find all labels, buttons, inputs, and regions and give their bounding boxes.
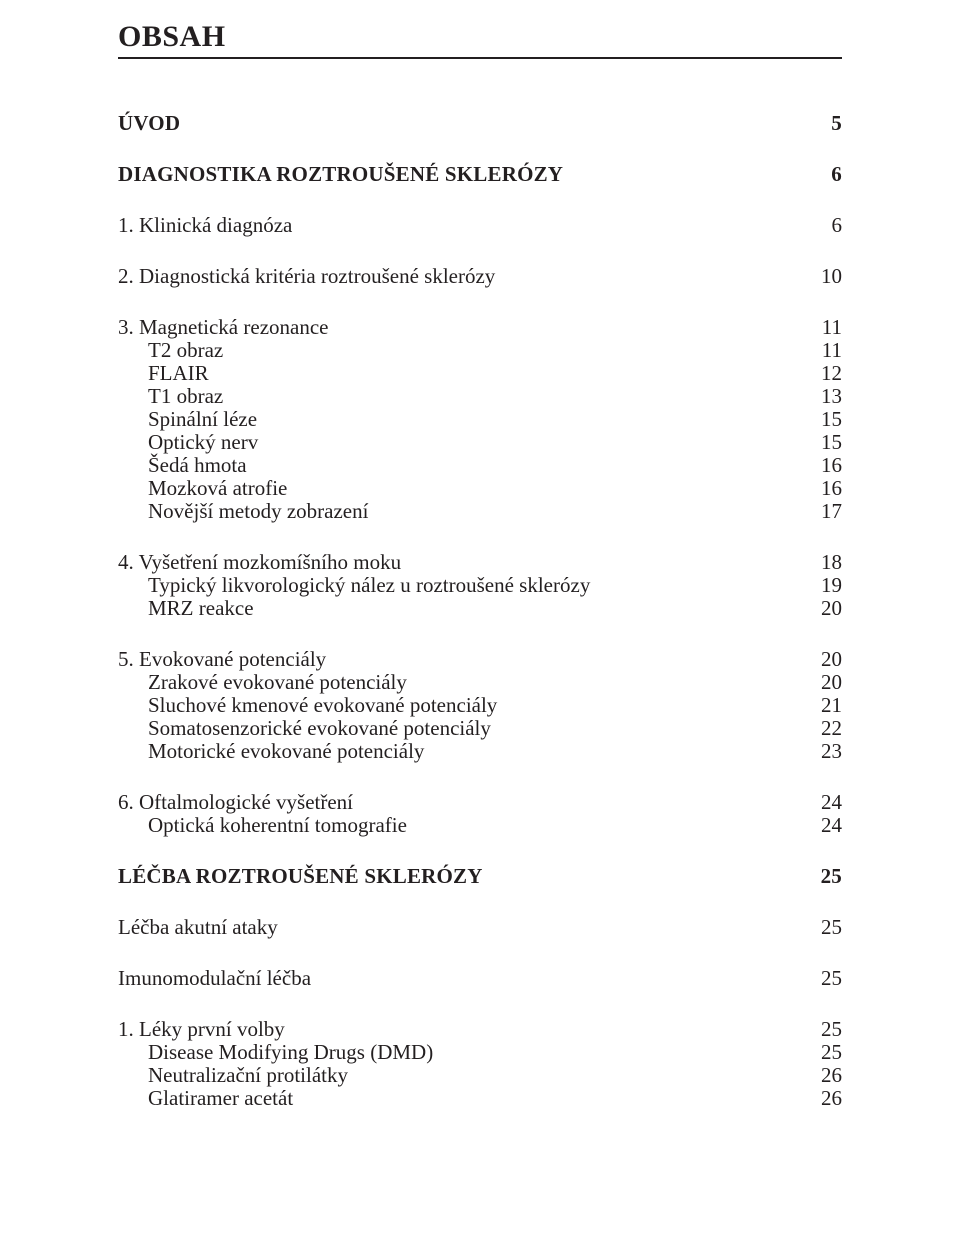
toc-label: FLAIR [148, 363, 802, 384]
toc-label: Optický nerv [148, 432, 802, 453]
toc-label: Sluchové kmenové evokované potenciály [148, 695, 802, 716]
toc-page-number: 15 [802, 409, 842, 430]
toc-label: 1. Léky první volby [118, 1019, 802, 1040]
toc-label: T2 obraz [148, 340, 802, 361]
toc-page-number: 25 [802, 968, 842, 989]
toc-row: Šedá hmota16 [118, 455, 842, 476]
toc-row: 1. Léky první volby25 [118, 1019, 842, 1040]
toc-label: Léčba akutní ataky [118, 917, 802, 938]
toc-row: T2 obraz11 [118, 340, 842, 361]
toc-page-number: 25 [802, 1042, 842, 1063]
toc-row: 5. Evokované potenciály20 [118, 649, 842, 670]
toc-page-number: 26 [802, 1088, 842, 1109]
toc-row: FLAIR12 [118, 363, 842, 384]
toc-label: Zrakové evokované potenciály [148, 672, 802, 693]
toc-label: T1 obraz [148, 386, 802, 407]
toc-page-number: 25 [802, 1019, 842, 1040]
toc-row: LÉČBA ROZTROUŠENÉ SKLERÓZY25 [118, 866, 842, 887]
toc-row: ÚVOD5 [118, 113, 842, 134]
toc-page-number: 10 [802, 266, 842, 287]
toc-row: 4. Vyšetření mozkomíšního moku18 [118, 552, 842, 573]
toc-page-number: 24 [802, 815, 842, 836]
toc-label: 5. Evokované potenciály [118, 649, 802, 670]
toc-row: Disease Modifying Drugs (DMD)25 [118, 1042, 842, 1063]
toc-row: Novější metody zobrazení17 [118, 501, 842, 522]
toc-label: 2. Diagnostická kritéria roztroušené skl… [118, 266, 802, 287]
toc-row: 3. Magnetická rezonance11 [118, 317, 842, 338]
toc-row: Optický nerv15 [118, 432, 842, 453]
toc-page-number: 6 [802, 164, 842, 185]
toc-label: 4. Vyšetření mozkomíšního moku [118, 552, 802, 573]
toc-page-number: 21 [802, 695, 842, 716]
toc-row: Neutralizační protilátky26 [118, 1065, 842, 1086]
toc-label: Neutralizační protilátky [148, 1065, 802, 1086]
toc-row: Zrakové evokované potenciály20 [118, 672, 842, 693]
table-of-contents: ÚVOD5DIAGNOSTIKA ROZTROUŠENÉ SKLERÓZY61.… [118, 113, 842, 1109]
toc-page-number: 19 [802, 575, 842, 596]
toc-label: MRZ reakce [148, 598, 802, 619]
toc-label: Optická koherentní tomografie [148, 815, 802, 836]
toc-label: Disease Modifying Drugs (DMD) [148, 1042, 802, 1063]
toc-row: 2. Diagnostická kritéria roztroušené skl… [118, 266, 842, 287]
toc-page-number: 20 [802, 672, 842, 693]
toc-label: 6. Oftalmologické vyšetření [118, 792, 802, 813]
toc-page-number: 26 [802, 1065, 842, 1086]
toc-label: DIAGNOSTIKA ROZTROUŠENÉ SKLERÓZY [118, 164, 802, 185]
toc-label: Mozková atrofie [148, 478, 802, 499]
page-title: OBSAH [118, 20, 842, 54]
toc-label: LÉČBA ROZTROUŠENÉ SKLERÓZY [118, 866, 802, 887]
page: OBSAH ÚVOD5 DIAGNOSTIKA ROZTROUŠENÉ SKLER… [0, 0, 960, 1240]
toc-label: Typický likvorologický nález u roztrouše… [148, 575, 802, 596]
toc-page-number: 25 [802, 917, 842, 938]
toc-page-number: 11 [802, 317, 842, 338]
toc-row: Spinální léze15 [118, 409, 842, 430]
toc-label: Glatiramer acetát [148, 1088, 802, 1109]
toc-row: Typický likvorologický nález u roztrouše… [118, 575, 842, 596]
toc-page-number: 23 [802, 741, 842, 762]
toc-label: 1. Klinická diagnóza [118, 215, 802, 236]
toc-label: Imunomodulační léčba [118, 968, 802, 989]
toc-row: Glatiramer acetát26 [118, 1088, 842, 1109]
toc-label: Somatosenzorické evokované potenciály [148, 718, 802, 739]
toc-row: DIAGNOSTIKA ROZTROUŠENÉ SKLERÓZY6 [118, 164, 842, 185]
toc-row: Imunomodulační léčba25 [118, 968, 842, 989]
toc-label: Novější metody zobrazení [148, 501, 802, 522]
toc-row: Somatosenzorické evokované potenciály22 [118, 718, 842, 739]
toc-row: T1 obraz13 [118, 386, 842, 407]
toc-row: 6. Oftalmologické vyšetření24 [118, 792, 842, 813]
toc-row: MRZ reakce20 [118, 598, 842, 619]
toc-row: Optická koherentní tomografie24 [118, 815, 842, 836]
toc-row: 1. Klinická diagnóza6 [118, 215, 842, 236]
toc-page-number: 11 [802, 340, 842, 361]
toc-row: Motorické evokované potenciály23 [118, 741, 842, 762]
toc-label: Šedá hmota [148, 455, 802, 476]
toc-page-number: 12 [802, 363, 842, 384]
toc-label: Spinální léze [148, 409, 802, 430]
toc-page-number: 5 [802, 113, 842, 134]
toc-page-number: 17 [802, 501, 842, 522]
toc-page-number: 15 [802, 432, 842, 453]
toc-label: 3. Magnetická rezonance [118, 317, 802, 338]
toc-label: ÚVOD [118, 113, 802, 134]
toc-page-number: 18 [802, 552, 842, 573]
toc-page-number: 13 [802, 386, 842, 407]
toc-page-number: 22 [802, 718, 842, 739]
toc-row: Mozková atrofie16 [118, 478, 842, 499]
toc-label: Motorické evokované potenciály [148, 741, 802, 762]
toc-page-number: 6 [802, 215, 842, 236]
toc-page-number: 20 [802, 649, 842, 670]
toc-page-number: 24 [802, 792, 842, 813]
title-rule [118, 57, 842, 59]
toc-row: Sluchové kmenové evokované potenciály21 [118, 695, 842, 716]
toc-row: Léčba akutní ataky25 [118, 917, 842, 938]
toc-page-number: 20 [802, 598, 842, 619]
toc-page-number: 16 [802, 478, 842, 499]
toc-page-number: 25 [802, 866, 842, 887]
toc-page-number: 16 [802, 455, 842, 476]
